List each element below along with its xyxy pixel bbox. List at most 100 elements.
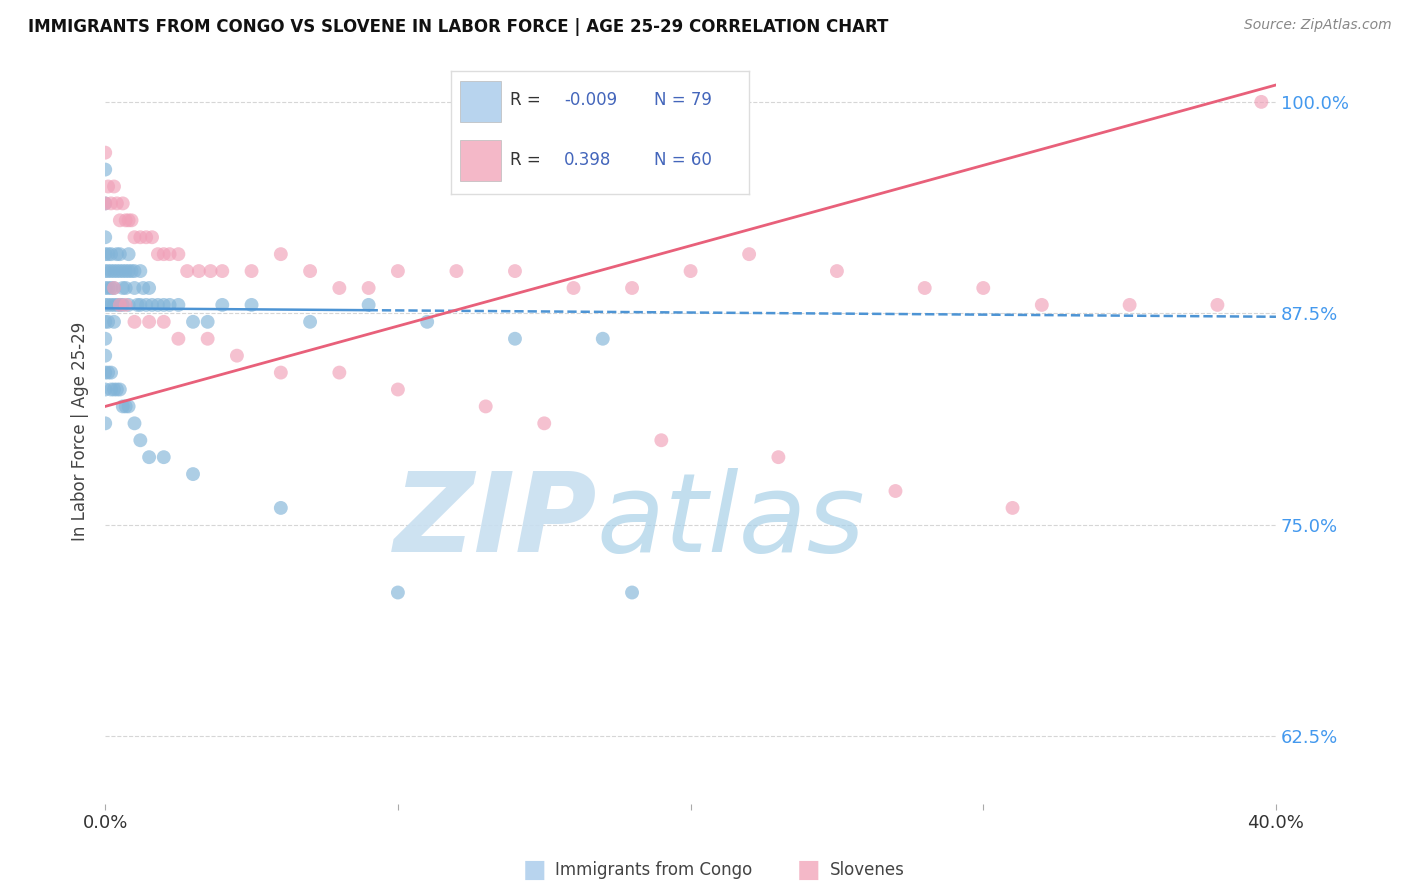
Point xyxy=(129,230,152,244)
Point xyxy=(679,264,702,278)
Point xyxy=(94,332,117,346)
Text: atlas: atlas xyxy=(598,467,866,574)
Point xyxy=(117,213,139,227)
Point xyxy=(240,264,263,278)
Point xyxy=(105,264,128,278)
Point xyxy=(135,230,157,244)
Point xyxy=(825,264,848,278)
Point xyxy=(129,298,152,312)
Point xyxy=(357,298,380,312)
Point xyxy=(138,450,160,465)
Point xyxy=(100,366,122,380)
Point xyxy=(197,315,219,329)
Point xyxy=(100,281,122,295)
Point xyxy=(108,247,131,261)
Point xyxy=(141,298,163,312)
Point xyxy=(124,281,146,295)
Point xyxy=(1001,500,1024,515)
Point xyxy=(108,264,131,278)
Point xyxy=(621,281,644,295)
Point xyxy=(94,298,117,312)
Point xyxy=(100,298,122,312)
Point xyxy=(1206,298,1229,312)
Point xyxy=(299,264,322,278)
Point xyxy=(108,383,131,397)
Point xyxy=(105,247,128,261)
Point xyxy=(328,366,350,380)
Point xyxy=(94,315,117,329)
Point xyxy=(146,247,169,261)
Point xyxy=(124,417,146,431)
Point xyxy=(138,315,160,329)
Point xyxy=(105,196,128,211)
Point xyxy=(94,145,117,160)
Point xyxy=(211,298,233,312)
Text: ■: ■ xyxy=(523,858,546,881)
Point xyxy=(114,213,136,227)
Point xyxy=(592,332,614,346)
Text: Immigrants from Congo: Immigrants from Congo xyxy=(555,861,752,879)
Point xyxy=(387,264,409,278)
Point xyxy=(114,298,136,312)
Point xyxy=(152,315,174,329)
Point xyxy=(97,179,120,194)
Point xyxy=(108,298,131,312)
Point xyxy=(121,213,143,227)
Point xyxy=(621,585,644,599)
Point xyxy=(94,366,117,380)
Point xyxy=(103,281,125,295)
Point xyxy=(124,315,146,329)
Point xyxy=(100,264,122,278)
Point xyxy=(94,196,117,211)
Point xyxy=(114,281,136,295)
Point xyxy=(884,483,907,498)
Point xyxy=(103,383,125,397)
Point xyxy=(270,366,292,380)
Point xyxy=(124,264,146,278)
Point xyxy=(114,400,136,414)
Point xyxy=(240,298,263,312)
Point xyxy=(152,247,174,261)
Point xyxy=(97,247,120,261)
Text: ZIP: ZIP xyxy=(394,467,598,574)
Point xyxy=(972,281,994,295)
Point xyxy=(129,434,152,448)
Point xyxy=(167,247,190,261)
Point xyxy=(97,281,120,295)
Point xyxy=(94,264,117,278)
Point xyxy=(97,315,120,329)
Point xyxy=(97,264,120,278)
Y-axis label: In Labor Force | Age 25-29: In Labor Force | Age 25-29 xyxy=(72,322,89,541)
Point xyxy=(738,247,761,261)
Point xyxy=(117,298,139,312)
Point xyxy=(121,264,143,278)
Point xyxy=(111,196,134,211)
Point xyxy=(94,196,117,211)
Point xyxy=(1031,298,1053,312)
Point xyxy=(135,298,157,312)
Point xyxy=(328,281,350,295)
Point xyxy=(270,247,292,261)
Point xyxy=(152,450,174,465)
Point xyxy=(117,247,139,261)
Point xyxy=(94,383,117,397)
Point xyxy=(1118,298,1140,312)
Point xyxy=(94,230,117,244)
Point xyxy=(100,196,122,211)
Point xyxy=(357,281,380,295)
Point xyxy=(97,366,120,380)
Point xyxy=(533,417,555,431)
Text: IMMIGRANTS FROM CONGO VS SLOVENE IN LABOR FORCE | AGE 25-29 CORRELATION CHART: IMMIGRANTS FROM CONGO VS SLOVENE IN LABO… xyxy=(28,18,889,36)
Point xyxy=(103,179,125,194)
Point xyxy=(152,298,174,312)
Point xyxy=(446,264,468,278)
Point xyxy=(103,315,125,329)
Point xyxy=(97,298,120,312)
Point xyxy=(111,298,134,312)
Point xyxy=(108,298,131,312)
Text: Slovenes: Slovenes xyxy=(830,861,904,879)
Point xyxy=(650,434,672,448)
Point xyxy=(270,500,292,515)
Point xyxy=(94,281,117,295)
Point xyxy=(111,400,134,414)
